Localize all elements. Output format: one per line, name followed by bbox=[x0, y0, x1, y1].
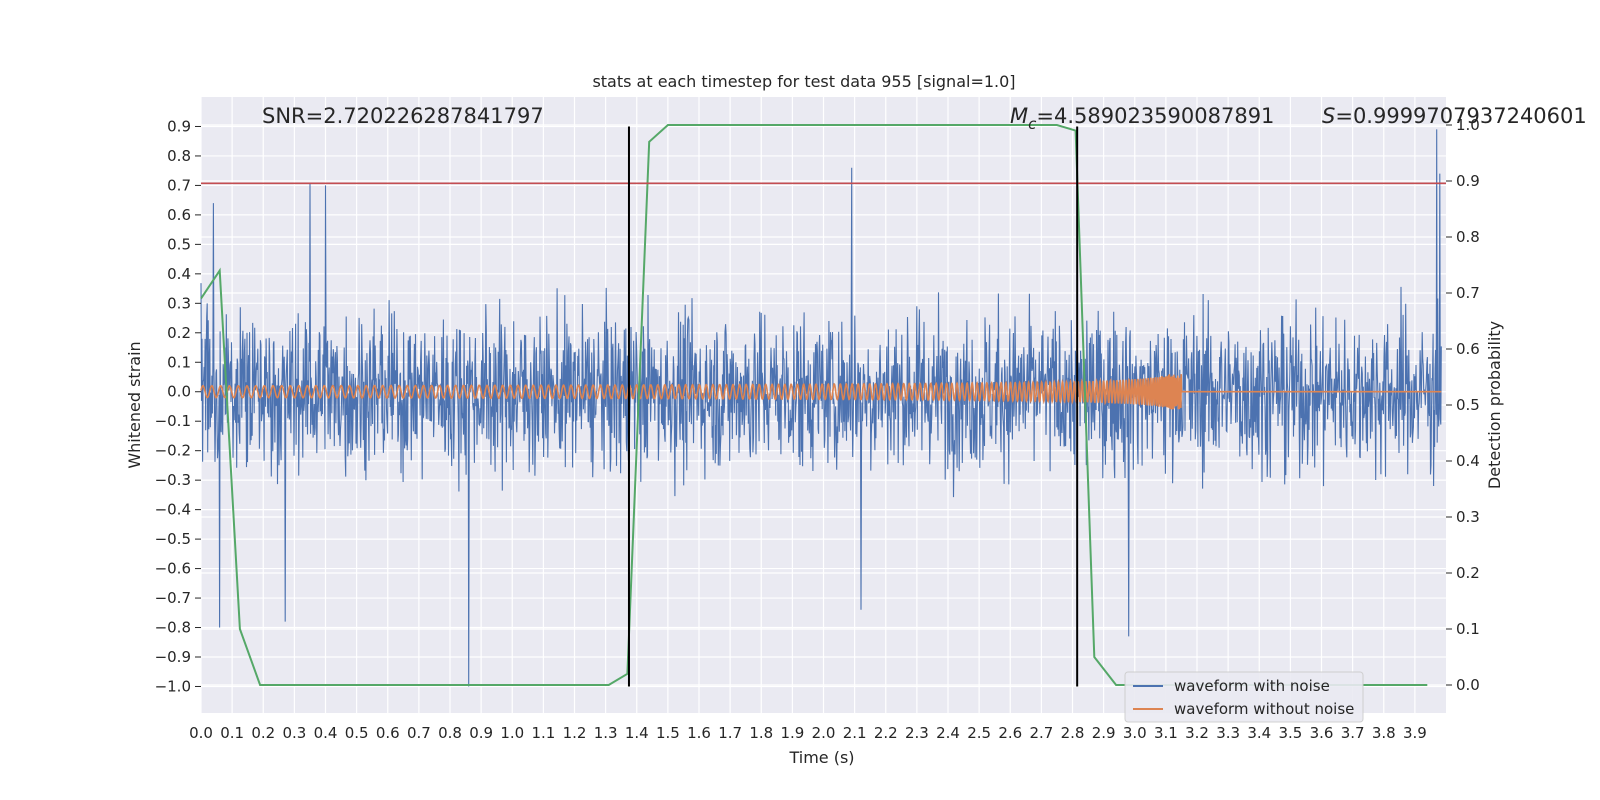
y-tick-label: 0.1 bbox=[167, 353, 191, 371]
x-tick-label: 2.1 bbox=[843, 724, 867, 742]
x-tick-label: 0.6 bbox=[376, 724, 400, 742]
chirp-mass-subscript: c bbox=[1028, 115, 1037, 133]
series-waveform-without-noise bbox=[200, 374, 1442, 410]
y2-tick-label: 0.8 bbox=[1456, 228, 1480, 246]
y-axis-label: Whitened strain bbox=[125, 341, 144, 468]
y2-tick-label: 1.0 bbox=[1456, 116, 1480, 134]
chirp-mass-annotation: Mc=4.589023590087891 bbox=[1010, 104, 1274, 133]
x-tick-label: 3.5 bbox=[1278, 724, 1302, 742]
x-tick-label: 2.9 bbox=[1092, 724, 1116, 742]
x-tick-label: 3.7 bbox=[1341, 724, 1365, 742]
noise-waveform-line bbox=[200, 129, 1442, 687]
y2-axis-ticks: 1.0 0.9 0.8 0.7 0.6 0.5 0.4 0.3 0.2 0.1 0.0 bbox=[1446, 116, 1480, 694]
legend-label-noise: waveform with noise bbox=[1174, 677, 1330, 695]
significance-value: =0.9999707937240601 bbox=[1335, 104, 1586, 128]
x-tick-label: 3.6 bbox=[1310, 724, 1334, 742]
y-tick-label: 0.8 bbox=[167, 147, 191, 165]
y2-tick-label: 0.5 bbox=[1456, 396, 1480, 414]
x-tick-label: 1.0 bbox=[500, 724, 524, 742]
y2-tick-label: 0.6 bbox=[1456, 340, 1480, 358]
y2-tick-label: 0.2 bbox=[1456, 564, 1480, 582]
x-tick-label: 2.7 bbox=[1029, 724, 1053, 742]
x-tick-label: 0.9 bbox=[469, 724, 493, 742]
y-tick-label: −0.9 bbox=[155, 648, 191, 666]
x-tick-label: 3.0 bbox=[1123, 724, 1147, 742]
y2-axis-label: Detection probability bbox=[1485, 321, 1504, 489]
legend: waveform with noise waveform without noi… bbox=[1124, 671, 1364, 723]
x-tick-label: 0.8 bbox=[438, 724, 462, 742]
x-tick-label: 2.0 bbox=[812, 724, 836, 742]
y-axis-ticks: 0.9 0.8 0.7 0.6 0.5 0.4 0.3 0.2 0.1 0.0 −0.1 −0.2 −0… bbox=[155, 117, 201, 695]
x-tick-label: 2.5 bbox=[967, 724, 991, 742]
y-tick-label: −0.7 bbox=[155, 589, 191, 607]
x-tick-label: 3.8 bbox=[1372, 724, 1396, 742]
y-tick-label: −0.8 bbox=[155, 619, 191, 637]
x-axis-ticks: 0.0 0.1 0.2 0.3 0.4 0.5 0.6 0.7 0.8 0.9 1.0 1.1 1.2 1… bbox=[189, 724, 1427, 742]
x-tick-label: 1.8 bbox=[749, 724, 773, 742]
x-tick-label: 1.6 bbox=[687, 724, 711, 742]
y-tick-label: 0.7 bbox=[167, 176, 191, 194]
y2-tick-label: 0.1 bbox=[1456, 620, 1480, 638]
x-tick-label: 1.4 bbox=[625, 724, 649, 742]
y2-tick-label: 0.7 bbox=[1456, 284, 1480, 302]
y-tick-label: −1.0 bbox=[155, 677, 191, 695]
x-axis-label: Time (s) bbox=[788, 748, 854, 767]
chart-title: stats at each timestep for test data 955… bbox=[592, 72, 1015, 91]
y-tick-label: 0.3 bbox=[167, 294, 191, 312]
x-tick-label: 1.1 bbox=[531, 724, 555, 742]
x-tick-label: 1.2 bbox=[563, 724, 587, 742]
x-tick-label: 1.3 bbox=[594, 724, 618, 742]
legend-label-clean: waveform without noise bbox=[1174, 700, 1354, 718]
chirp-mass-value: =4.589023590087891 bbox=[1036, 104, 1274, 128]
y-tick-label: −0.5 bbox=[155, 530, 191, 548]
x-tick-label: 2.4 bbox=[936, 724, 960, 742]
y-tick-label: 0.5 bbox=[167, 235, 191, 253]
x-tick-label: 0.4 bbox=[314, 724, 338, 742]
x-tick-label: 0.2 bbox=[251, 724, 275, 742]
x-tick-label: 0.7 bbox=[407, 724, 431, 742]
x-tick-label: 3.9 bbox=[1403, 724, 1427, 742]
y-tick-label: −0.4 bbox=[155, 501, 191, 519]
y2-tick-label: 0.3 bbox=[1456, 508, 1480, 526]
y-tick-label: 0.6 bbox=[167, 206, 191, 224]
y-tick-label: 0.9 bbox=[167, 117, 191, 135]
y-tick-label: 0.2 bbox=[167, 324, 191, 342]
x-tick-label: 1.5 bbox=[656, 724, 680, 742]
series-waveform-with-noise bbox=[200, 129, 1442, 687]
x-tick-label: 3.2 bbox=[1185, 724, 1209, 742]
significance-symbol: S bbox=[1322, 104, 1335, 128]
x-tick-label: 2.8 bbox=[1061, 724, 1085, 742]
significance-annotation: S=0.9999707937240601 bbox=[1322, 104, 1587, 128]
x-tick-label: 3.3 bbox=[1216, 724, 1240, 742]
snr-annotation: SNR=2.720226287841797 bbox=[262, 104, 544, 128]
y-tick-label: −0.6 bbox=[155, 560, 191, 578]
y-tick-label: 0.4 bbox=[167, 265, 191, 283]
y2-tick-label: 0.4 bbox=[1456, 452, 1480, 470]
x-tick-label: 0.1 bbox=[220, 724, 244, 742]
x-tick-label: 0.5 bbox=[345, 724, 369, 742]
y2-tick-label: 0.0 bbox=[1456, 676, 1480, 694]
clean-waveform-line bbox=[200, 374, 1442, 410]
reference-lines bbox=[201, 126, 1446, 687]
x-tick-label: 2.2 bbox=[874, 724, 898, 742]
legend-box bbox=[1124, 671, 1364, 723]
y-tick-label: −0.2 bbox=[155, 442, 191, 460]
x-tick-label: 2.6 bbox=[998, 724, 1022, 742]
x-tick-label: 3.1 bbox=[1154, 724, 1178, 742]
y-tick-label: −0.3 bbox=[155, 471, 191, 489]
chirp-mass-symbol: M bbox=[1010, 104, 1028, 128]
x-tick-label: 2.3 bbox=[905, 724, 929, 742]
y2-tick-label: 0.9 bbox=[1456, 172, 1480, 190]
x-tick-label: 3.4 bbox=[1247, 724, 1271, 742]
y-tick-label: −0.1 bbox=[155, 412, 191, 430]
x-tick-label: 1.7 bbox=[718, 724, 742, 742]
x-tick-label: 1.9 bbox=[780, 724, 804, 742]
x-tick-label: 0.0 bbox=[189, 724, 213, 742]
x-tick-label: 0.3 bbox=[282, 724, 306, 742]
y-tick-label: 0.0 bbox=[167, 383, 191, 401]
